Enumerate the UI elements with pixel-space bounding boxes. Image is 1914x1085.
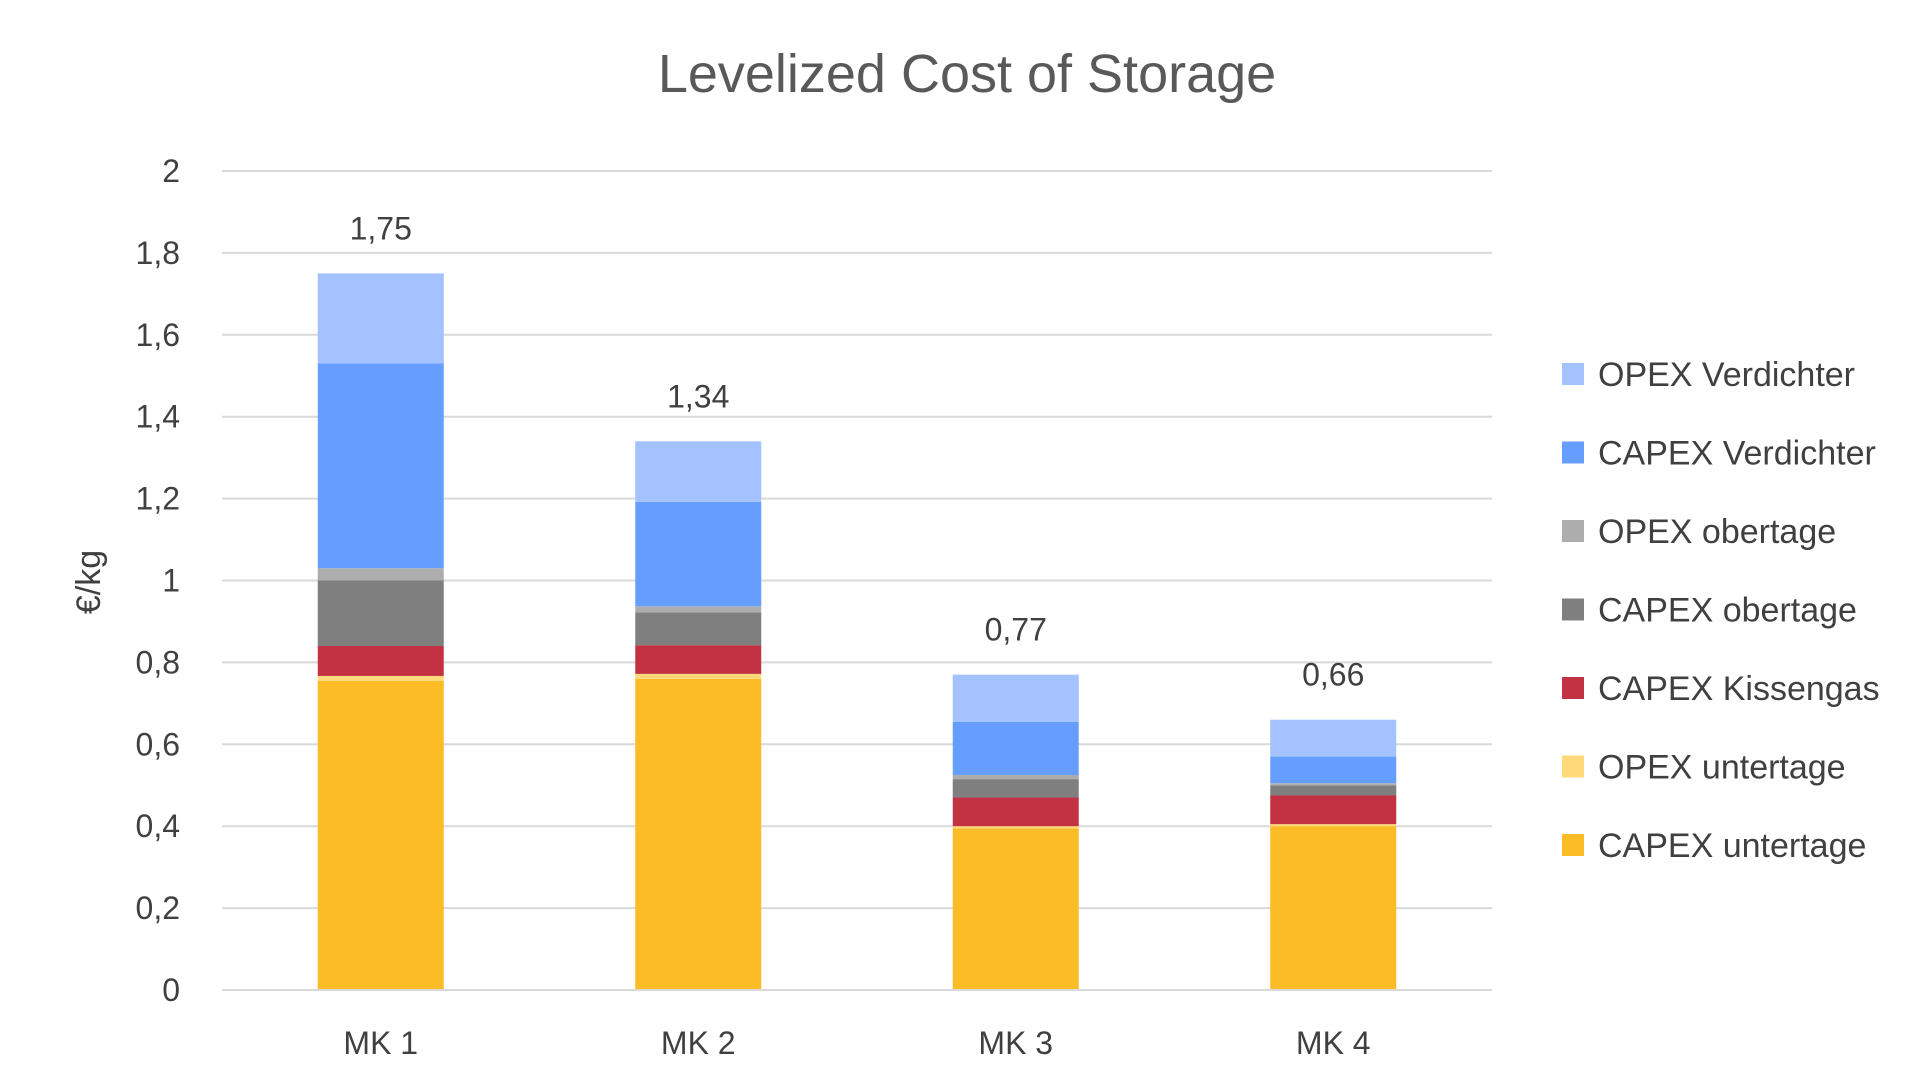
bar-segment (1270, 719, 1397, 757)
bar-segment (317, 646, 444, 676)
bar-segment (317, 680, 444, 990)
total-label: 1,75 (350, 210, 412, 246)
x-category-label: MK 2 (661, 1025, 736, 1061)
legend-swatch (1562, 834, 1584, 856)
bar-segment (317, 675, 444, 681)
x-category-label: MK 3 (978, 1025, 1053, 1061)
chart-title: Levelized Cost of Storage (658, 44, 1276, 104)
y-tick-label: 2 (162, 153, 180, 189)
legend-swatch (1562, 755, 1584, 778)
bar-segment (1270, 783, 1397, 786)
bar-segment (635, 441, 762, 502)
legend: OPEX Verdichter CAPEX Verdichter OPEX ober… (1562, 356, 1880, 865)
y-axis-label: €/kg (70, 550, 108, 614)
bar-segment (317, 273, 444, 364)
legend-entry: CAPEX obertage (1598, 592, 1857, 630)
total-label: 0,77 (985, 612, 1047, 648)
x-axis-categories: MK 1 MK 2 MK 3 MK 4 (343, 1025, 1370, 1061)
legend-entry: OPEX obertage (1598, 513, 1836, 551)
y-tick-label: 1,4 (136, 399, 180, 435)
y-tick-label: 0,4 (136, 808, 180, 844)
bars (317, 273, 1397, 990)
bar-segment (635, 606, 762, 613)
legend-entry: OPEX Verdichter (1598, 356, 1855, 394)
legend-swatch (1562, 363, 1584, 385)
total-label: 1,34 (667, 378, 729, 414)
total-labels: 1,75 1,34 0,77 0,66 (350, 210, 1365, 692)
legend-swatch (1562, 598, 1584, 621)
y-tick-label: 0,8 (136, 644, 180, 680)
y-tick-label: 0,2 (136, 890, 180, 926)
y-tick-label: 1,2 (136, 481, 180, 517)
bar-segment (952, 775, 1079, 780)
bar-segment (317, 568, 444, 581)
legend-swatch (1562, 677, 1584, 699)
y-tick-label: 0 (162, 972, 180, 1008)
bar-segment (317, 363, 444, 569)
x-category-label: MK 1 (343, 1025, 418, 1061)
bar-segment (635, 678, 762, 990)
legend-entry: OPEX untertage (1598, 749, 1846, 787)
y-tick-label: 0,6 (136, 726, 180, 762)
bar-segment (635, 612, 762, 646)
total-label: 0,66 (1302, 657, 1364, 693)
bar-segment (952, 828, 1079, 990)
bar-segment (952, 826, 1079, 829)
bar-segment (635, 673, 762, 679)
legend-swatch (1562, 441, 1584, 464)
bar-segment (635, 501, 762, 607)
bar-segment (1270, 824, 1397, 827)
y-tick-label: 1 (162, 563, 180, 599)
x-category-label: MK 4 (1296, 1025, 1371, 1061)
legend-entry: CAPEX Kissengas (1598, 670, 1880, 708)
y-tick-label: 1,8 (136, 235, 180, 271)
legend-entry: CAPEX untertage (1598, 827, 1866, 865)
bar-segment (1270, 785, 1397, 796)
bar-segment (1270, 826, 1397, 990)
y-tick-label: 1,6 (136, 317, 180, 353)
bar-segment (1270, 756, 1397, 784)
y-axis-ticks: 0 0,2 0,4 0,6 0,8 1 1,2 1,4 1,6 1,8 2 (136, 153, 180, 1008)
bar-segment (317, 580, 444, 647)
legend-entry: CAPEX Verdichter (1598, 435, 1876, 473)
bar-segment (1270, 795, 1397, 825)
bar-segment (952, 674, 1079, 722)
bar-segment (952, 779, 1079, 798)
bar-segment (635, 645, 762, 674)
bar-segment (952, 797, 1079, 827)
bar-segment (952, 721, 1079, 776)
legend-swatch (1562, 520, 1584, 542)
